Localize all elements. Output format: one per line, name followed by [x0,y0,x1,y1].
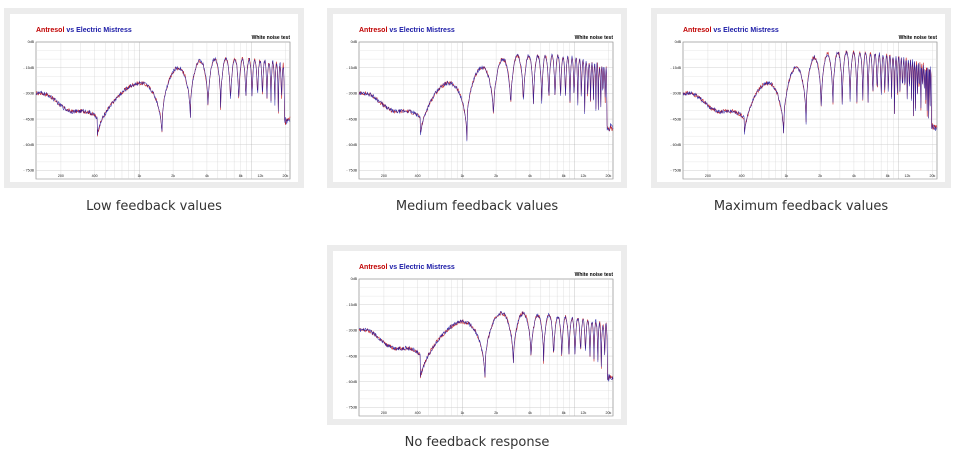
series-line-electric-mistress [682,50,937,135]
x-tick-label: 1k [784,174,788,178]
caption-medium-feedback: Medium feedback values [395,199,559,214]
y-tick-label: - 15dB [23,66,34,70]
x-tick-label: 2k [171,174,175,178]
x-tick-label: 12k [905,174,911,178]
y-tick-label: - 15dB [346,66,357,70]
y-tick-label: - 30dB [346,329,357,333]
plot-area: 0dB - 15dB - 30dB - 45dB - 60dB - 75dB 200 400 1… [23,40,291,180]
x-tick-label: 8k [562,174,566,178]
chart-svg: Antresol vs Electric Mistress White nois… [657,14,945,182]
chart-title: Antresol vs Electric Mistress [359,27,455,34]
x-tick-label: 20k [605,411,611,415]
title-vs: vs [711,27,723,34]
x-tick-label: 1k [137,174,141,178]
y-tick-label: - 15dB [670,66,681,70]
x-tick-label: 8k [239,174,243,178]
y-tick-label: - 30dB [670,92,681,96]
series-line-electric-mistress [358,310,614,382]
title-left: Antresol [359,27,387,34]
title-vs: vs [387,27,399,34]
y-tick-label: - 60dB [346,380,357,384]
chart-title: Antresol vs Electric Mistress [36,27,132,34]
x-tick-label: 2k [494,411,498,415]
chart-card-medium-feedback: Antresol vs Electric Mistress White nois… [327,8,627,188]
title-left: Antresol [683,27,711,34]
y-tick-label: - 45dB [346,117,357,121]
y-tick-label: - 75dB [346,406,357,410]
x-tick-label: 12k [581,174,587,178]
x-tick-label: 200 [705,174,711,178]
chart-svg: Antresol vs Electric Mistress White nois… [333,251,621,419]
x-tick-label: 12k [258,174,264,178]
x-tick-label: 400 [415,174,421,178]
chart-card-low-feedback: Antresol vs Electric Mistress White nois… [4,8,304,188]
chart-title: Antresol vs Electric Mistress [359,264,455,271]
y-tick-label: - 60dB [23,143,34,147]
x-tick-label: 2k [818,174,822,178]
chart-card-maximum-feedback: Antresol vs Electric Mistress White nois… [651,8,951,188]
y-tick-label: - 30dB [346,92,357,96]
y-tick-label: - 75dB [670,169,681,173]
y-tick-label: 0dB [351,40,358,44]
title-right: Electric Mistress [76,27,132,34]
x-tick-label: 1k [460,411,464,415]
x-tick-label: 4k [205,174,209,178]
x-tick-label: 1k [460,174,464,178]
x-tick-label: 400 [739,174,745,178]
x-tick-label: 20k [605,174,611,178]
plot-area: 0dB - 15dB - 30dB - 45dB - 60dB - 75dB 200 400 1… [670,40,938,180]
chart-svg: Antresol vs Electric Mistress White nois… [10,14,298,182]
y-tick-label: - 15dB [346,303,357,307]
x-tick-label: 4k [528,174,532,178]
x-tick-label: 200 [381,411,387,415]
chart-title: Antresol vs Electric Mistress [683,27,779,34]
caption-maximum-feedback: Maximum feedback values [713,199,889,214]
title-left: Antresol [359,264,387,271]
y-tick-label: 0dB [28,40,35,44]
y-tick-label: - 75dB [23,169,34,173]
x-tick-label: 20k [282,174,288,178]
title-vs: vs [64,27,76,34]
title-right: Electric Mistress [399,27,455,34]
chart-subtitle: White noise test [899,35,938,41]
y-tick-label: - 75dB [346,169,357,173]
y-tick-label: 0dB [351,277,358,281]
y-tick-label: 0dB [675,40,682,44]
series-line-electric-mistress [35,56,291,136]
chart-subtitle: White noise test [575,272,614,278]
y-tick-label: - 30dB [23,92,34,96]
x-tick-label: 4k [852,174,856,178]
chart-card-no-feedback: Antresol vs Electric Mistress White nois… [327,245,627,425]
plot-area: 0dB - 15dB - 30dB - 45dB - 60dB - 75dB 200 400 1… [346,40,614,180]
x-tick-label: 400 [92,174,98,178]
chart-svg: Antresol vs Electric Mistress White nois… [333,14,621,182]
x-tick-label: 12k [581,411,587,415]
title-left: Antresol [36,27,64,34]
y-tick-label: - 45dB [670,117,681,121]
y-tick-label: - 60dB [670,143,681,147]
x-tick-label: 20k [929,174,935,178]
y-tick-label: - 45dB [23,117,34,121]
x-tick-label: 200 [58,174,64,178]
x-tick-label: 2k [494,174,498,178]
title-right: Electric Mistress [399,264,455,271]
caption-no-feedback: No feedback response [404,435,550,450]
series-line-electric-mistress [358,53,614,142]
x-tick-label: 8k [562,411,566,415]
x-tick-label: 4k [528,411,532,415]
x-tick-label: 200 [381,174,387,178]
title-vs: vs [387,264,399,271]
chart-subtitle: White noise test [575,35,614,41]
x-tick-label: 8k [886,174,890,178]
title-right: Electric Mistress [723,27,779,34]
y-tick-label: - 45dB [346,354,357,358]
x-tick-label: 400 [415,411,421,415]
plot-area: 0dB - 15dB - 30dB - 45dB - 60dB - 75dB 200 400 1… [346,277,614,417]
chart-subtitle: White noise test [252,35,291,41]
y-tick-label: - 60dB [346,143,357,147]
caption-low-feedback: Low feedback values [86,199,222,214]
